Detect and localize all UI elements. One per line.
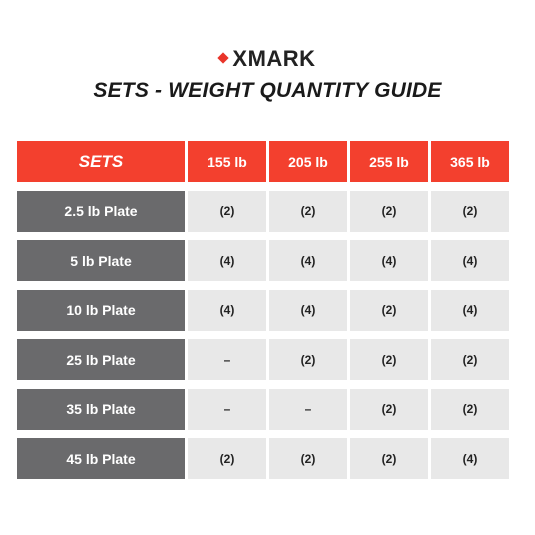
table-cell: –: [269, 388, 347, 430]
table-cell: (2): [431, 339, 509, 380]
table-cell: (4): [431, 438, 509, 479]
table-cell: –: [188, 339, 266, 380]
brand-name: XMARK: [232, 46, 316, 71]
table-cell: (4): [431, 240, 509, 281]
row-label: 35 lb Plate: [17, 388, 185, 430]
brand-logo: XMARK: [0, 46, 535, 72]
table-cell: (2): [350, 388, 428, 430]
row-label: 45 lb Plate: [17, 438, 185, 479]
table-cell: (4): [431, 289, 509, 331]
table-cell: (4): [188, 289, 266, 331]
table-cell: (2): [431, 190, 509, 232]
diamond-icon: [217, 52, 230, 64]
column-header: 365 lb: [431, 141, 509, 182]
table-cell: (4): [188, 240, 266, 281]
table-cell: (2): [350, 438, 428, 479]
table-cell: (4): [350, 240, 428, 281]
row-label: 25 lb Plate: [17, 339, 185, 380]
table-cell: (2): [431, 388, 509, 430]
page-title: SETS - WEIGHT QUANTITY GUIDE: [93, 79, 442, 102]
table-cell: (2): [269, 438, 347, 479]
row-label: 2.5 lb Plate: [17, 190, 185, 232]
table-cell: (2): [188, 438, 266, 479]
quantity-table: SETS 155 lb 205 lb 255 lb 365 lb 2.5 lb …: [17, 141, 516, 479]
table-corner-header: SETS: [17, 141, 185, 182]
table-cell: (2): [188, 190, 266, 232]
row-label: 10 lb Plate: [17, 289, 185, 331]
table-cell: (2): [350, 190, 428, 232]
row-label: 5 lb Plate: [17, 240, 185, 281]
column-header: 155 lb: [188, 141, 266, 182]
table-cell: (2): [269, 190, 347, 232]
table-cell: (2): [350, 339, 428, 380]
table-cell: (4): [269, 240, 347, 281]
column-header: 255 lb: [350, 141, 428, 182]
table-cell: (2): [350, 289, 428, 331]
table-cell: –: [188, 388, 266, 430]
table-cell: (4): [269, 289, 347, 331]
column-header: 205 lb: [269, 141, 347, 182]
table-cell: (2): [269, 339, 347, 380]
